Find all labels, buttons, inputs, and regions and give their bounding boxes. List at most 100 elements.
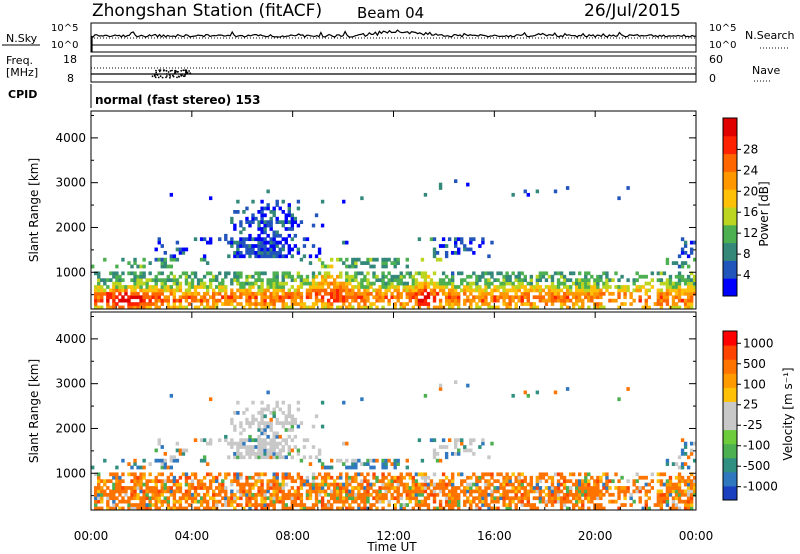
heatmap-cell <box>233 305 237 310</box>
heatmap-cell <box>233 451 237 456</box>
heatmap-cell <box>208 479 213 484</box>
heatmap-cell <box>354 472 358 477</box>
heatmap-cell <box>106 278 110 283</box>
heatmap-cell <box>366 298 370 303</box>
heatmap-cell <box>112 291 116 296</box>
heatmap-cell <box>490 472 494 477</box>
heatmap-cell <box>384 465 388 470</box>
heatmap-cell <box>354 278 358 283</box>
heatmap-cell <box>683 462 688 466</box>
heatmap-cell <box>438 244 443 248</box>
heatmap-cell <box>390 281 394 286</box>
nave-point <box>157 76 160 79</box>
heatmap-cell <box>233 428 237 432</box>
heatmap-cell <box>393 496 397 501</box>
heatmap-cell <box>248 451 252 456</box>
heatmap-cell <box>484 288 488 293</box>
heatmap-cell <box>466 448 470 453</box>
heatmap-cell <box>290 496 295 501</box>
heatmap-cell <box>556 496 561 501</box>
heatmap-cell <box>478 445 482 449</box>
heatmap-cell <box>317 486 322 490</box>
heatmap-cell <box>339 499 343 504</box>
heatmap-cell <box>659 298 664 303</box>
heatmap-cell <box>275 244 279 248</box>
nave-point <box>185 71 188 74</box>
heatmap-cell <box>372 257 376 262</box>
heatmap-cell <box>345 291 349 296</box>
heatmap-cell <box>212 295 216 300</box>
heatmap-cell <box>617 285 621 289</box>
heatmap-cell <box>381 305 385 310</box>
heatmap-cell <box>514 492 518 497</box>
heatmap-cell <box>405 264 409 269</box>
heatmap-cell <box>287 489 292 494</box>
heatmap-cell <box>278 250 282 255</box>
heatmap-cell <box>130 285 134 289</box>
heatmap-cell <box>169 472 174 477</box>
heatmap-cell <box>535 278 540 283</box>
heatmap-cell <box>535 274 540 279</box>
heatmap-cell <box>505 281 509 286</box>
heatmap-cell <box>511 271 515 276</box>
heatmap-cell <box>163 261 167 265</box>
heatmap-cell <box>251 400 255 405</box>
heatmap-cell <box>426 281 431 286</box>
heatmap-cell <box>163 458 167 463</box>
heatmap-cell <box>118 479 122 484</box>
heatmap-cell <box>680 499 685 504</box>
heatmap-cell <box>402 482 406 487</box>
heatmap-cell <box>656 302 661 306</box>
heatmap-cell <box>326 274 331 279</box>
heatmap-cell <box>647 482 651 487</box>
heatmap-cell <box>218 438 222 443</box>
heatmap-cell <box>345 492 349 497</box>
heatmap-cell <box>142 489 146 494</box>
heatmap-cell <box>435 451 440 456</box>
heatmap-cell <box>635 479 639 484</box>
nave-point <box>169 70 172 72</box>
heatmap-cell <box>478 496 482 501</box>
heatmap-cell <box>184 295 189 300</box>
heatmap-cell <box>157 240 161 245</box>
heatmap-cell <box>266 223 270 228</box>
heatmap-cell <box>251 237 255 242</box>
heatmap-cell <box>317 288 322 293</box>
heatmap-cell <box>199 281 204 286</box>
heatmap-cell <box>181 271 186 276</box>
heatmap-cell <box>414 482 419 487</box>
heatmap-cell <box>472 271 476 276</box>
heatmap-cell <box>689 482 694 487</box>
heatmap-cell <box>184 274 189 279</box>
heatmap-cell <box>402 302 406 306</box>
heatmap-cell <box>426 274 431 279</box>
heatmap-cell <box>426 506 431 511</box>
heatmap-cell <box>103 288 107 293</box>
heatmap-cell <box>314 492 319 497</box>
heatmap-cell <box>469 499 473 504</box>
heatmap-cell <box>426 305 431 310</box>
heatmap-cell <box>112 274 116 279</box>
heatmap-cell <box>354 462 358 466</box>
heatmap-cell <box>339 298 343 303</box>
heatmap-cell <box>97 285 101 289</box>
heatmap-cell <box>245 237 249 242</box>
heatmap-cell <box>677 455 682 460</box>
heatmap-cell <box>366 261 370 265</box>
heatmap-cell <box>568 486 573 490</box>
heatmap-cell <box>272 244 276 248</box>
heatmap-cell <box>354 465 358 470</box>
heatmap-cell <box>227 496 231 501</box>
heatmap-cell <box>357 489 361 494</box>
heatmap-cell <box>287 434 292 439</box>
heatmap-cell <box>345 285 349 289</box>
heatmap-cell <box>535 285 540 289</box>
heatmap-cell <box>665 489 670 494</box>
heatmap-cell <box>496 499 500 504</box>
heatmap-cell <box>438 383 443 388</box>
heatmap-cell <box>317 257 322 262</box>
heatmap-cell <box>109 479 113 484</box>
heatmap-cell <box>157 472 161 477</box>
heatmap-cell <box>523 390 527 395</box>
heatmap-cell <box>469 441 473 446</box>
